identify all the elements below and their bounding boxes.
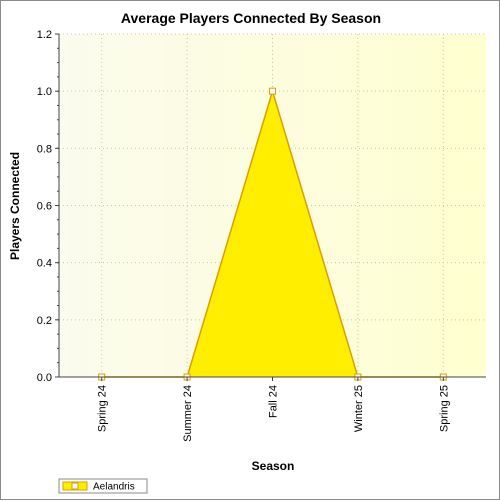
- y-tick-label: 1.2: [37, 29, 52, 41]
- legend-marker: [71, 482, 79, 490]
- x-tick-label: Fall 24: [268, 385, 280, 418]
- x-tick-label: Spring 24: [97, 385, 109, 432]
- chart-title: Average Players Connected By Season: [121, 10, 381, 26]
- y-axis-ticks: 0.0 0.2 0.4 0.6 0.8 1.0 1.2: [37, 29, 59, 384]
- y-axis-label: Players Connected: [8, 152, 22, 260]
- series-area: [101, 91, 444, 378]
- y-tick-label: 0.4: [37, 258, 52, 270]
- x-axis-ticks: Spring 24 Summer 24 Fall 24 Winter 25 Spring…: [97, 377, 450, 442]
- y-tick-label: 0.2: [37, 315, 52, 327]
- y-tick-label: 0.6: [37, 201, 52, 213]
- y-tick-label: 1.0: [37, 86, 52, 98]
- y-tick-label: 0.0: [37, 372, 52, 384]
- legend: Aelandris: [58, 478, 148, 494]
- y-tick-label: 0.8: [37, 143, 52, 155]
- data-point: [269, 87, 276, 95]
- x-axis-label: Season: [252, 459, 295, 473]
- x-tick-label: Spring 25: [438, 385, 450, 432]
- x-tick-label: Winter 25: [353, 385, 365, 432]
- x-tick-label: Summer 24: [182, 385, 194, 442]
- legend-label: Aelandris: [93, 482, 135, 493]
